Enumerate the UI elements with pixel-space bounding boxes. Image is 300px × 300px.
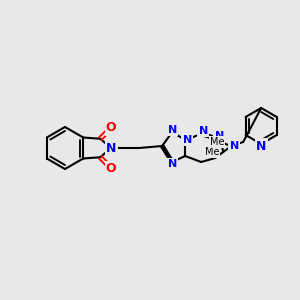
Text: N: N [168, 125, 177, 135]
Text: N: N [106, 142, 116, 154]
Text: Me: Me [205, 147, 219, 157]
Text: O: O [106, 121, 116, 134]
Text: N: N [183, 135, 192, 145]
Text: N: N [168, 159, 177, 169]
Text: N: N [214, 131, 224, 141]
Text: N: N [256, 140, 266, 152]
Text: N: N [230, 141, 239, 151]
Text: O: O [106, 162, 116, 175]
Text: Me: Me [210, 137, 224, 147]
Text: N: N [199, 126, 208, 136]
